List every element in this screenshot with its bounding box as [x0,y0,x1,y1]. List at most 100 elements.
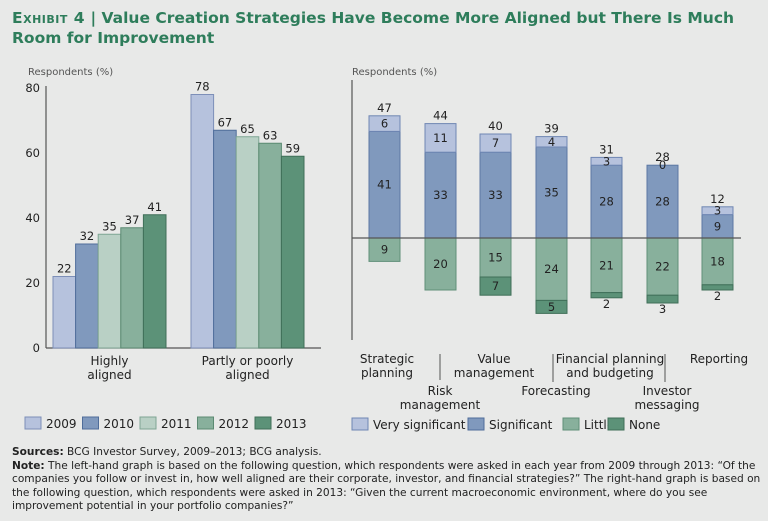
right-total-label: 44 [433,109,448,123]
exhibit-title: Exhibit 4 | Value Creation Strategies Ha… [12,8,752,48]
left-legend-label: 2013 [276,417,307,431]
right-bar-none [535,299,568,314]
right-none-label: 2 [603,297,610,311]
left-bar-value-label: 67 [218,115,233,129]
right-none-label: 5 [548,300,555,314]
left-bar-2009 [190,94,215,349]
right-bar-none [646,294,679,304]
right-legend-label: None [629,418,660,432]
left-bar-2012 [120,227,144,349]
title-separator: | [90,9,97,27]
right-bar-very-significant [701,206,734,216]
right-legend-swatch [351,417,369,431]
exhibit-number: Exhibit 4 [12,9,86,27]
sources-label: Sources: [12,446,64,458]
right-bar-little [479,237,512,278]
right-little-label: 18 [710,254,725,268]
right-significant-label: 41 [377,178,392,192]
right-very-significant-label: 7 [492,136,499,150]
right-significant-label: 9 [714,219,721,233]
left-category-label: aligned [225,368,269,382]
right-category-label: management [400,398,481,412]
note-paragraph: Note: The left-hand graph is based on th… [12,460,762,514]
right-none-label: 3 [659,302,666,316]
left-bar-value-label: 41 [147,200,162,214]
left-legend-swatch-2009 [24,416,42,430]
right-legend-label: Very significant [373,418,466,432]
right-bar-none [590,292,623,299]
left-bar-2010 [213,129,237,349]
left-bar-2011 [97,233,122,349]
left-legend-label: 2010 [104,417,135,431]
right-bar-little [424,237,457,291]
right-little-label: 15 [488,251,503,265]
right-category-label: Investor [643,384,692,398]
right-legend-swatch [562,417,580,431]
title-text: Value Creation Strategies Have Become Mo… [12,9,735,47]
right-total-label: 31 [599,142,614,156]
left-bar-value-label: 32 [80,229,95,243]
left-bar-value-label: 22 [57,262,72,276]
left-y-tick-label: 60 [25,146,40,160]
right-little-label: 20 [433,257,448,271]
right-total-label: 12 [710,192,725,206]
right-little-label: 9 [381,243,388,257]
left-bar-value-label: 65 [240,122,255,136]
right-total-label: 28 [655,150,670,164]
right-significant-label: 35 [544,186,559,200]
right-very-significant-label: 6 [381,117,388,131]
notes-block: Sources: BCG Investor Survey, 2009–2013;… [12,446,762,514]
right-y-axis-label: Respondents (%) [352,67,437,78]
note-text: The left-hand graph is based on the foll… [12,459,761,513]
right-bar-significant [479,151,512,239]
right-significant-label: 33 [433,188,448,202]
right-bar-little [701,237,734,286]
right-total-label: 40 [488,119,503,133]
right-category-label: Value [478,352,511,366]
left-bar-value-label: 59 [285,141,300,155]
right-legend-label: Little [584,418,614,432]
right-category-label: messaging [634,398,699,412]
note-label: Note: [12,459,45,472]
right-bar-very-significant [424,123,457,153]
right-significant-label: 28 [655,195,670,209]
right-bar-little [590,237,623,294]
left-y-axis-label: Respondents (%) [28,67,113,78]
right-very-significant-label: 3 [714,204,721,218]
left-category-label: aligned [87,368,131,382]
left-legend-swatch-2012 [197,416,214,430]
left-y-tick-label: 40 [25,211,40,225]
right-category-label: and budgeting [566,366,654,380]
right-chart-improvement-potential: Respondents (%)4764194411332040733157394… [351,67,748,432]
left-legend-swatch-2013 [254,416,272,430]
right-none-label: 2 [714,289,721,303]
sources-text: BCG Investor Survey, 2009–2013; BCG anal… [63,446,322,458]
right-very-significant-label: 4 [548,135,555,149]
right-category-label: Reporting [690,352,748,366]
left-bar-2011 [235,136,260,349]
right-very-significant-label: 0 [659,158,666,172]
right-none-label: 7 [492,279,499,293]
left-legend-label: 2012 [219,417,250,431]
right-bar-none [479,276,512,296]
left-legend-label: 2009 [46,417,77,431]
right-very-significant-label: 3 [603,154,610,168]
left-bar-2010 [75,243,99,349]
left-bar-2009 [52,276,77,349]
right-total-label: 39 [544,122,559,136]
left-category-label: Partly or poorly [202,354,294,368]
left-bar-value-label: 35 [102,219,117,233]
right-significant-label: 33 [488,188,503,202]
left-legend-label: 2011 [161,417,192,431]
sources-line: Sources: BCG Investor Survey, 2009–2013;… [12,446,762,460]
right-bar-very-significant [479,133,512,153]
left-legend-swatch-2011 [139,416,157,430]
left-bar-2013 [280,155,305,349]
right-legend-label: Significant [489,418,553,432]
right-bar-significant [646,164,679,239]
right-total-label: 47 [377,101,392,115]
right-legend-swatch [467,417,485,431]
right-bar-very-significant [535,136,568,148]
left-bar-value-label: 78 [195,80,210,94]
